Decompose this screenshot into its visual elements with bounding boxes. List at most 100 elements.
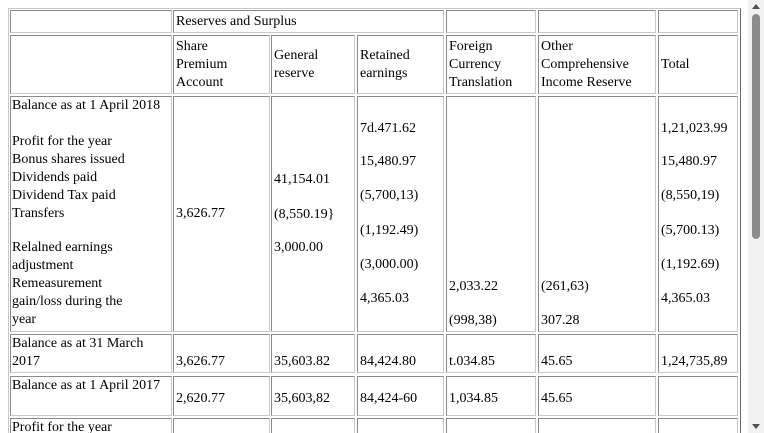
column-header: Retained [360,48,410,63]
scrollbar[interactable] [748,0,764,433]
row-label: Dividends paid [12,170,98,185]
group-header: Reserves and Surplus [176,14,297,29]
cell: 45.65 [538,376,656,416]
table-border [8,8,741,433]
column-header: Total [661,57,690,72]
scroll-up-arrow[interactable] [752,4,760,9]
cell-value: (998,38) [449,313,497,328]
cell: Total [658,35,738,94]
column-header: Foreign [449,39,493,54]
cell: General reserve [271,35,355,94]
row-label: Relalned earnings adjustment [12,240,113,273]
cell [538,418,656,433]
row-label: Balance as at 1 April 2018 [12,98,161,113]
cell [658,376,738,416]
cell-value: 1,034.85 [449,391,498,406]
cell-value: 2,620.77 [176,391,225,406]
cell [357,418,444,433]
scroll-thumb[interactable] [752,14,760,239]
cell-value: 41,154.01 [274,172,330,187]
cell [271,418,355,433]
cell-value: 4,365.03 [360,291,409,306]
cell-value: 3,000.00 [274,240,323,255]
column-header: Premium [176,57,228,72]
cell-value: 35,603,82 [274,391,330,406]
cell [446,418,536,433]
cell-value: 84,424.80 [360,354,416,369]
cell-value: 4,365.03 [661,291,710,306]
cell: Retained earnings [357,35,444,94]
cell-value: 7d.471.62 [360,121,416,136]
column-header: reserve [274,66,315,81]
cell: t.034.85 [446,334,536,373]
cell-value: (261,63) [541,279,589,294]
cell-value: (8,550,19) [661,188,720,203]
cell: Profit for the year [10,418,172,433]
cell-value: (1,192.49) [360,223,419,238]
cell: Balance as at 1 April 2018 Profit for th… [10,96,172,332]
cell: 35,603.82 [271,334,355,373]
cell [10,10,172,33]
cell: 84,424.80 [357,334,444,373]
row-label: Transfers [12,206,65,221]
scroll-down-arrow[interactable] [752,424,760,429]
cell [658,10,738,33]
cell: Share Premium Account [173,35,270,94]
column-header: Comprehensive [541,57,629,72]
cell-value: (5,700,13) [360,188,419,203]
cell-value: 307.28 [541,313,580,328]
cell-value: 3,626.77 [176,206,225,221]
column-header: Account [176,75,224,90]
column-header: General [274,48,319,63]
row-label: Dividend Tax paid [12,188,116,203]
cell-value: 3,626.77 [176,354,225,369]
cell [658,418,738,433]
cell: 45.65 [538,334,656,373]
column-header: Currency [449,57,502,72]
cell-value: 1,21,023.99 [661,121,728,136]
cell: 2,033.22 (998,38) [446,96,536,332]
column-header: Income Reserve [541,75,632,90]
cell: 35,603,82 [271,376,355,416]
cell: Balance as at 1 April 2017 [10,376,172,416]
cell: 84,424-60 [357,376,444,416]
cell-value: (1,192.69) [661,257,720,272]
cell [10,35,172,94]
row-label: Balance as at 31 March 2017 [12,336,144,369]
cell: 1,034.85 [446,376,536,416]
cell-value: 15,480.97 [360,154,416,169]
cell [446,10,536,33]
cell: Balance as at 31 March 2017 [10,334,172,373]
cell: 41,154.01 (8,550.19} 3,000.00 [271,96,355,332]
cell [173,418,270,433]
cell: 1,24,735,89 [658,334,738,373]
cell: 7d.471.62 15,480.97 (5,700,13) (1,192.49… [357,96,444,332]
row-label: Balance as at 1 April 2017 [12,378,161,393]
cell: Other Comprehensive Income Reserve [538,35,656,94]
cell: 1,21,023.99 15,480.97 (8,550,19) (5,700.… [658,96,738,332]
column-header: Translation [449,75,513,90]
row-label: Bonus shares issued [12,152,125,167]
cell-value: 15,480.97 [661,154,717,169]
cell: 3,626.77 [173,96,270,332]
row-label: Profit for the year [12,420,112,433]
cell [538,10,656,33]
row-label: Profit for the year [12,134,112,149]
cell-value: (8,550.19} [274,207,335,222]
column-header: earnings [360,66,408,81]
cell-value: 35,603.82 [274,354,330,369]
column-header: Other [541,39,573,54]
cell-value: 45.65 [541,391,573,406]
cell: 3,626.77 [173,334,270,373]
cell-value: (5,700.13) [661,223,720,238]
cell: 2,620.77 [173,376,270,416]
cell-value: 84,424-60 [360,391,418,406]
row-label: Remeasurement gain/loss during the year [12,276,123,327]
column-header: Share [176,39,208,54]
cell-value: (3,000.00) [360,257,419,272]
cell-value: t.034.85 [449,354,495,369]
cell: (261,63) 307.28 [538,96,656,332]
